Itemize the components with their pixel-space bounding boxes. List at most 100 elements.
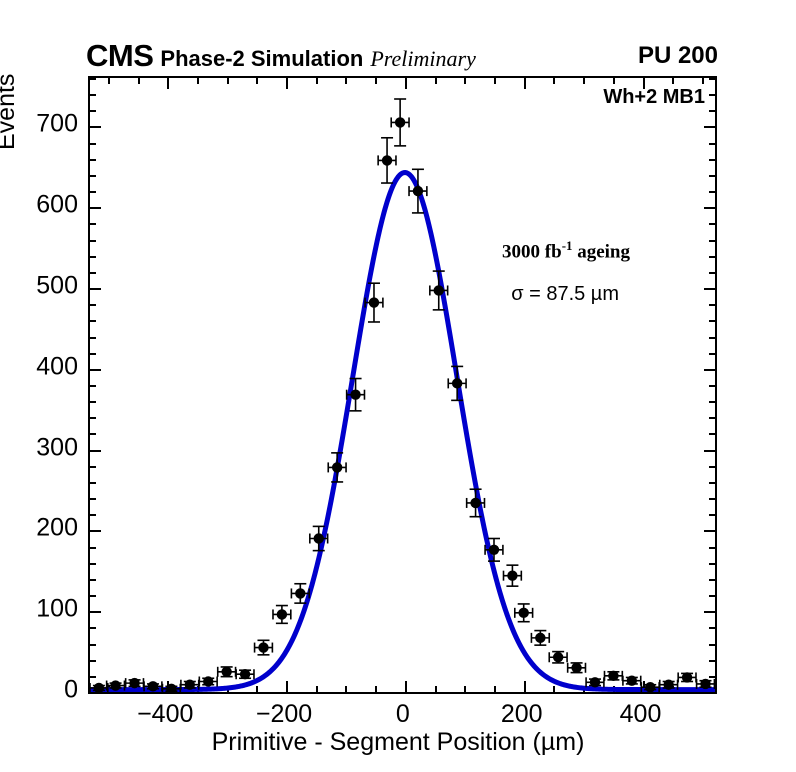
- data-point-marker: [412, 185, 424, 197]
- cms-header: CMS Phase-2 Simulation Preliminary PU 20…: [86, 40, 718, 72]
- data-point: [695, 678, 715, 690]
- ageing-annotation: 3000 fb-1 ageing: [502, 238, 630, 263]
- y-tick-label: 500: [36, 271, 78, 300]
- y-tick: [90, 530, 101, 533]
- x-tick: [286, 681, 289, 692]
- data-point-marker: [700, 678, 711, 690]
- y-tick: [90, 271, 96, 274]
- data-point: [216, 666, 237, 678]
- y-tick-label: 100: [36, 594, 78, 623]
- y-tick: [90, 578, 96, 581]
- y-tick-right: [704, 207, 715, 210]
- x-tick: [404, 681, 407, 692]
- data-point-marker: [394, 117, 406, 128]
- y-tick-right: [709, 239, 715, 242]
- data-point-marker: [129, 677, 140, 689]
- data-point-marker: [507, 570, 518, 581]
- y-tick: [90, 595, 96, 598]
- x-tick-top: [286, 78, 289, 89]
- x-tick-top: [167, 78, 170, 89]
- y-tick: [90, 336, 96, 339]
- x-tick-top: [137, 78, 140, 84]
- data-points-group: [90, 98, 715, 692]
- x-tick: [375, 686, 378, 692]
- data-point-marker: [350, 389, 361, 400]
- y-tick-right: [709, 417, 715, 420]
- y-tick-label: 300: [36, 433, 78, 462]
- data-point-marker: [433, 285, 444, 296]
- x-tick-top: [196, 78, 199, 84]
- data-point: [198, 676, 218, 687]
- data-point-marker: [535, 632, 546, 644]
- x-tick-label: 200: [500, 700, 543, 728]
- data-point-marker: [488, 544, 500, 556]
- data-point: [677, 672, 697, 683]
- data-point-marker: [645, 681, 656, 692]
- y-tick-right: [709, 271, 715, 274]
- data-point-marker: [681, 672, 693, 683]
- y-tick-right: [704, 288, 715, 291]
- data-point: [290, 582, 311, 604]
- x-tick-top: [107, 78, 110, 84]
- data-point-marker: [470, 497, 481, 509]
- data-point: [309, 525, 329, 552]
- ageing-suffix: ageing: [572, 241, 630, 263]
- data-point-marker: [451, 378, 463, 389]
- y-tick: [90, 368, 101, 371]
- y-tick: [90, 385, 96, 387]
- data-point-marker: [313, 533, 324, 544]
- data-point-marker: [203, 676, 214, 687]
- data-point: [377, 136, 397, 184]
- y-tick-right: [704, 449, 715, 452]
- data-point-marker: [608, 670, 619, 682]
- y-tick: [90, 78, 96, 80]
- data-point-marker: [184, 679, 196, 690]
- data-point: [124, 677, 145, 689]
- y-tick-right: [709, 352, 715, 355]
- y-tick: [90, 481, 96, 484]
- x-tick: [434, 686, 437, 692]
- sigma-annotation: σ = 87.5 µm: [511, 283, 619, 305]
- x-tick-top: [226, 78, 229, 84]
- data-point-marker: [663, 679, 674, 690]
- y-tick: [90, 174, 96, 177]
- x-tick-top: [642, 78, 645, 89]
- x-tick-top: [375, 78, 378, 84]
- y-tick-right: [709, 255, 715, 258]
- x-tick-top: [523, 78, 526, 89]
- y-tick-right: [709, 433, 715, 436]
- y-tick-right: [709, 514, 715, 517]
- y-tick: [90, 223, 96, 226]
- data-point-marker: [258, 642, 269, 653]
- y-tick: [90, 498, 96, 501]
- y-tick-right: [709, 385, 715, 387]
- y-tick: [90, 126, 101, 129]
- y-tick-right: [709, 675, 715, 678]
- x-tick-top: [315, 78, 318, 84]
- data-point: [345, 377, 366, 412]
- data-point-marker: [110, 680, 121, 691]
- y-tick: [90, 352, 96, 355]
- x-tick: [523, 681, 526, 692]
- data-point-marker: [589, 677, 601, 688]
- y-tick: [90, 659, 96, 662]
- y-tick-right: [709, 498, 715, 501]
- y-tick: [90, 320, 96, 323]
- x-tick-top: [404, 78, 407, 89]
- x-tick: [464, 686, 467, 692]
- y-tick-label: 400: [36, 352, 78, 381]
- fit-curve-path: [90, 170, 715, 692]
- x-tick-label: 400: [619, 700, 662, 728]
- y-tick: [90, 611, 101, 614]
- y-tick: [90, 110, 96, 113]
- x-tick-top: [672, 78, 675, 84]
- y-tick: [90, 191, 96, 194]
- y-tick: [90, 692, 101, 694]
- y-tick: [90, 449, 101, 452]
- y-tick-label: 200: [36, 513, 78, 542]
- y-tick: [90, 288, 101, 291]
- cms-logo-text: CMS: [86, 38, 154, 73]
- y-tick: [90, 675, 96, 678]
- y-tick-right: [709, 578, 715, 581]
